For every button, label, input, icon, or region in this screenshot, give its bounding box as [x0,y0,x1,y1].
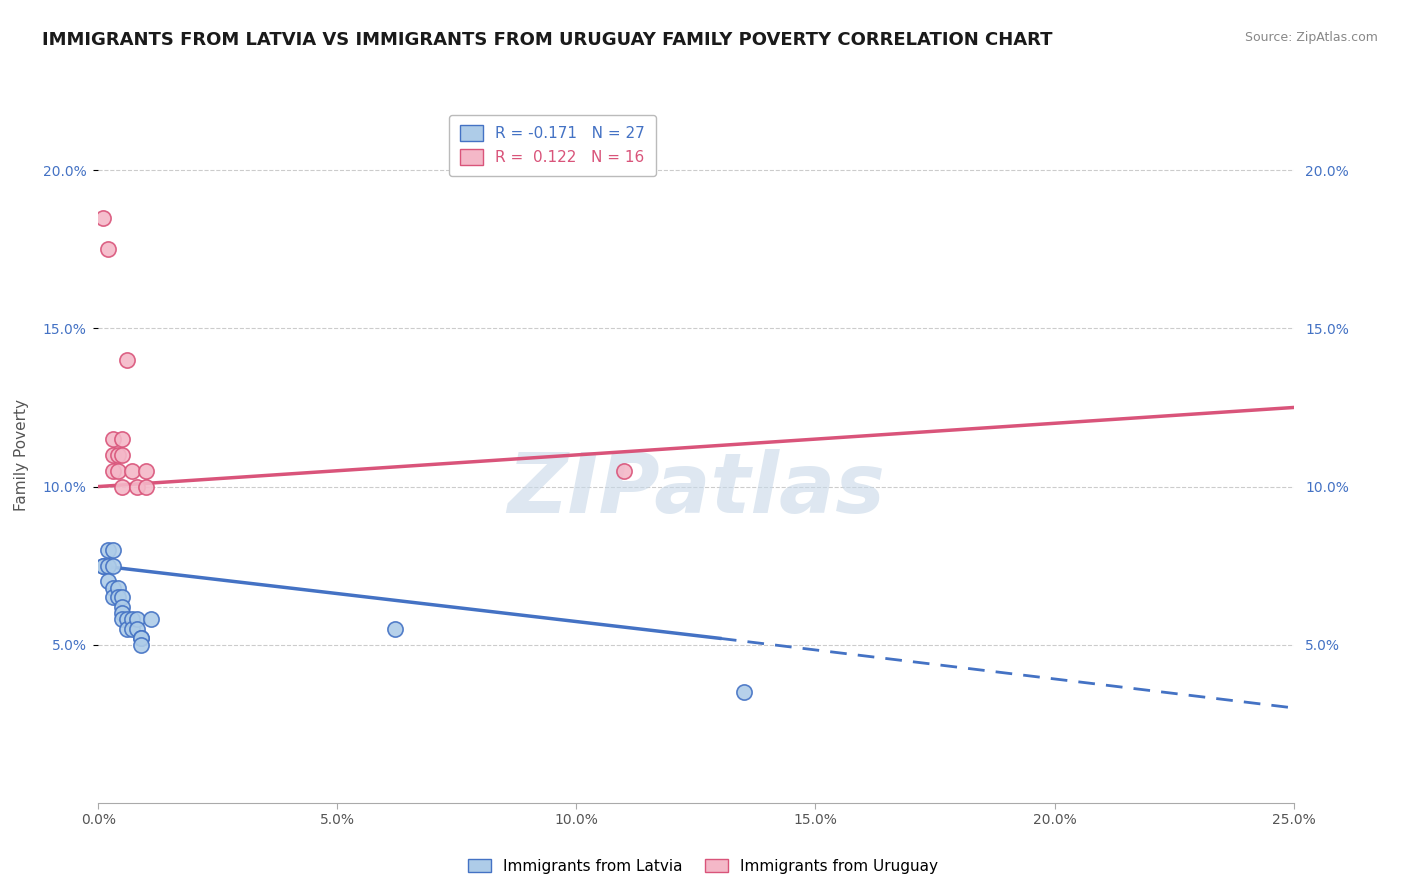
Point [101,542,124,557]
Point [107,448,129,462]
Point [107,591,129,605]
Point [101,581,124,595]
Point [131,632,153,646]
Point [107,464,129,478]
Point [115,612,138,626]
Point [121,464,143,478]
Point [111,591,134,605]
Legend: R = -0.171   N = 27, R =  0.122   N = 16: R = -0.171 N = 27, R = 0.122 N = 16 [450,115,655,176]
Point [97,558,120,573]
Point [111,606,134,620]
Point [111,612,134,626]
Point [125,612,148,626]
Point [101,558,124,573]
Point [107,581,129,595]
Y-axis label: Family Poverty: Family Poverty [14,399,30,511]
Point [121,622,143,636]
Point [91,558,114,573]
Point [111,599,134,614]
Point [135,464,157,478]
Point [131,638,153,652]
Point [101,464,124,478]
Point [121,612,143,626]
Point [384,622,406,636]
Point [97,243,120,257]
Point [139,612,162,626]
Point [115,353,138,368]
Point [101,591,124,605]
Legend: Immigrants from Latvia, Immigrants from Uruguay: Immigrants from Latvia, Immigrants from … [461,853,945,880]
Point [91,211,114,225]
Point [125,479,148,493]
Point [733,685,755,699]
Text: Source: ZipAtlas.com: Source: ZipAtlas.com [1244,31,1378,45]
Text: ZIPatlas: ZIPatlas [508,450,884,530]
Point [101,432,124,446]
Point [125,622,148,636]
Point [101,448,124,462]
Point [111,479,134,493]
Point [97,574,120,589]
Point [111,432,134,446]
Point [115,622,138,636]
Point [131,632,153,646]
Point [613,464,636,478]
Point [135,479,157,493]
Text: IMMIGRANTS FROM LATVIA VS IMMIGRANTS FROM URUGUAY FAMILY POVERTY CORRELATION CHA: IMMIGRANTS FROM LATVIA VS IMMIGRANTS FRO… [42,31,1053,49]
Point [97,542,120,557]
Point [111,448,134,462]
Point [91,558,114,573]
